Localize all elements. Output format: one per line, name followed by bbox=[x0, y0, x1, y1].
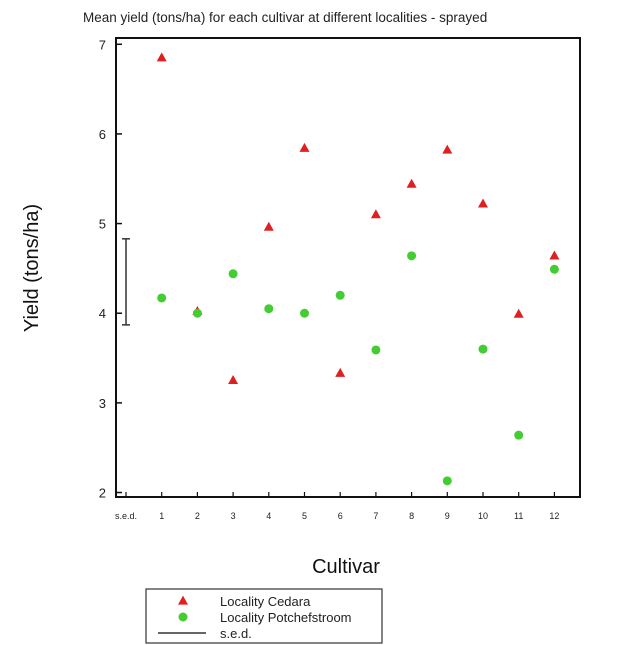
cedara-point bbox=[549, 250, 560, 260]
potchefstroom-point bbox=[549, 264, 559, 274]
x-tick-label: 2 bbox=[195, 511, 200, 521]
potchefstroom-point bbox=[300, 308, 309, 318]
legend-box bbox=[145, 588, 383, 644]
x-tick-label: 10 bbox=[478, 511, 488, 521]
y-tick-label: 5 bbox=[99, 217, 106, 232]
x-tick-label: s.e.d. bbox=[115, 511, 137, 521]
x-tick-label: 3 bbox=[231, 511, 236, 521]
x-tick-label: 9 bbox=[445, 511, 450, 521]
potchefstroom-point bbox=[514, 430, 524, 440]
y-tick-label: 7 bbox=[99, 37, 106, 52]
potchefstroom-point bbox=[371, 345, 381, 355]
legend-cedara-marker bbox=[178, 595, 188, 605]
potchefstroom-point bbox=[478, 344, 488, 354]
potchefstroom-point bbox=[442, 476, 452, 486]
x-tick-label: 7 bbox=[373, 511, 378, 521]
cedara-point bbox=[370, 209, 381, 219]
x-tick-label: 11 bbox=[514, 511, 523, 521]
chart-title: Mean yield (tons/ha) for each cultivar a… bbox=[83, 10, 487, 25]
cedara-point bbox=[478, 198, 488, 208]
potchefstroom-point bbox=[228, 269, 238, 279]
cedara-point bbox=[299, 142, 310, 152]
y-axis-title: Yield (tons/ha) bbox=[21, 204, 43, 332]
x-axis: s.e.d. 1 2 3 4 5 6 7 8 9 10 11 12 bbox=[115, 492, 559, 521]
potchefstroom-point bbox=[192, 308, 202, 318]
cedara-point bbox=[228, 375, 239, 385]
cedara-point bbox=[406, 178, 417, 188]
plot-frame bbox=[115, 37, 581, 498]
y-axis: 2 3 4 5 6 7 bbox=[99, 37, 122, 501]
x-tick-label: 5 bbox=[302, 511, 307, 521]
legend-potchefstroom-label: Locality Potchefstroom bbox=[220, 610, 352, 625]
potchefstroom-point bbox=[335, 290, 345, 300]
y-tick-label: 6 bbox=[99, 127, 106, 142]
sed-error-bar bbox=[122, 238, 130, 326]
data-points bbox=[156, 52, 560, 486]
x-tick-label: 8 bbox=[409, 511, 414, 521]
x-axis-title: Cultivar bbox=[312, 556, 380, 578]
y-tick-label: 3 bbox=[99, 396, 106, 411]
potchefstroom-point bbox=[157, 293, 167, 303]
y-tick-label: 2 bbox=[99, 486, 106, 501]
cedara-point bbox=[156, 52, 167, 62]
y-tick-label: 4 bbox=[99, 306, 106, 321]
cedara-point bbox=[263, 221, 274, 231]
cedara-point bbox=[442, 144, 453, 154]
legend-sed-label: s.e.d. bbox=[220, 626, 252, 641]
x-tick-label: 12 bbox=[549, 511, 559, 521]
x-tick-label: 6 bbox=[338, 511, 343, 521]
legend-potchefstroom-marker bbox=[178, 612, 188, 622]
x-tick-label: 1 bbox=[159, 511, 164, 521]
potchefstroom-point bbox=[264, 304, 274, 314]
x-tick-label: 4 bbox=[266, 511, 271, 521]
legend-cedara-label: Locality Cedara bbox=[220, 594, 311, 609]
cedara-point bbox=[335, 367, 346, 377]
potchefstroom-point bbox=[407, 251, 417, 261]
cedara-point bbox=[513, 308, 524, 318]
